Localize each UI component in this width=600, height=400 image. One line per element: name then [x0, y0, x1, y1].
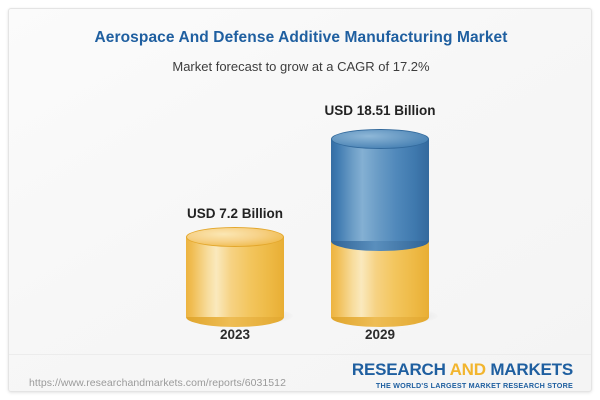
report-url[interactable]: https://www.researchandmarkets.com/repor… [29, 377, 286, 389]
cylinder-body-2023 [186, 237, 284, 317]
bar-cylinder-2023[interactable] [186, 227, 284, 327]
logo-word-and: AND [449, 360, 491, 379]
cylinder-body-2029-base [331, 241, 429, 317]
logo-word-markets: MARKETS [490, 360, 573, 379]
cylinder-body-2029-growth [331, 139, 429, 241]
logo-tagline: THE WORLD'S LARGEST MARKET RESEARCH STOR… [375, 380, 573, 390]
cylinder-top-ellipse-2023 [186, 227, 284, 247]
research-and-markets-logo[interactable]: RESEARCH AND MARKETS THE WORLD'S LARGEST… [352, 361, 573, 390]
bar-category-label-2029: 2029 [364, 327, 396, 342]
chart-plot-area: USD 7.2 Billion 2023 USD 18.51 Billion [9, 9, 591, 342]
bar-cylinder-2029-base[interactable] [331, 241, 429, 327]
footer-divider [9, 354, 591, 355]
logo-word-research: RESEARCH [351, 360, 450, 379]
bar-category-label-2023: 2023 [219, 327, 251, 342]
cylinder-top-ellipse-2029 [331, 129, 429, 149]
bar-cylinder-2029-growth[interactable] [331, 129, 429, 251]
bar-value-label-2023: USD 7.2 Billion [186, 206, 284, 221]
chart-subtitle: Market forecast to grow at a CAGR of 17.… [172, 59, 430, 74]
logo-wordmark: RESEARCH AND MARKETS [352, 361, 573, 379]
chart-title: Aerospace And Defense Additive Manufactu… [94, 29, 508, 46]
bar-value-label-2029: USD 18.51 Billion [324, 103, 436, 118]
chart-card: Aerospace And Defense Additive Manufactu… [8, 8, 592, 392]
